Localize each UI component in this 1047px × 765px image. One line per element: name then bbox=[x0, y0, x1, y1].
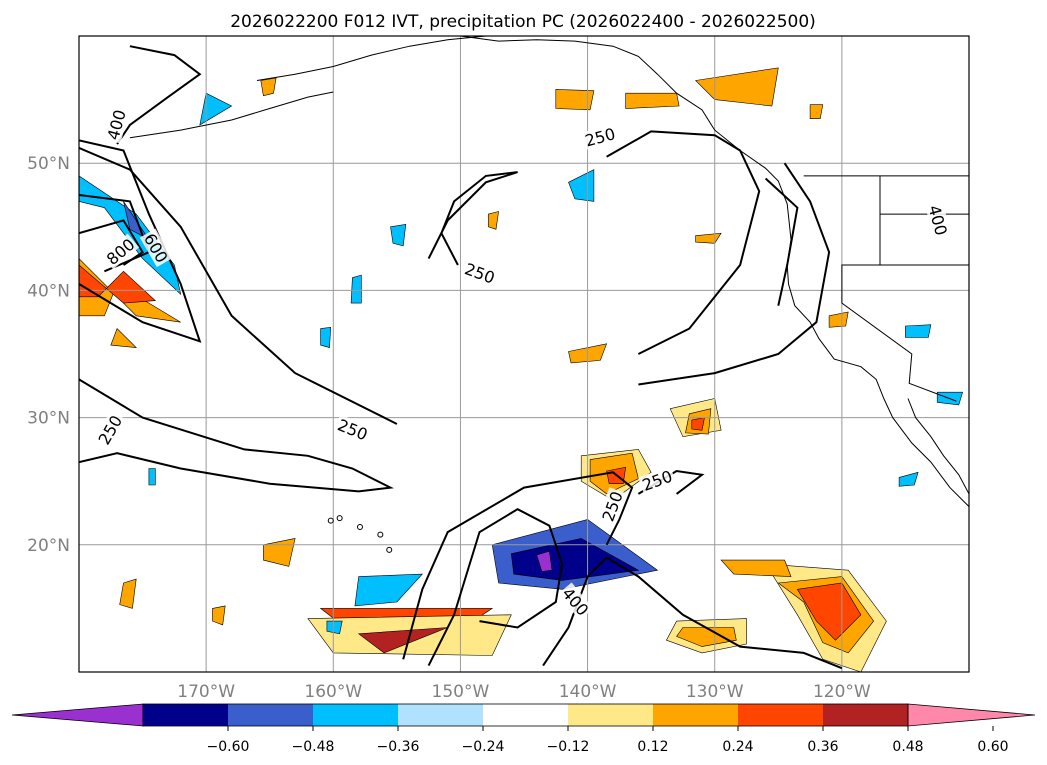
precip-region-1 bbox=[79, 264, 157, 304]
colorbar-extend-max bbox=[907, 703, 1036, 727]
y-tick-label-0: 20°N bbox=[27, 536, 70, 556]
x-tick-label-3: 140°W bbox=[559, 682, 617, 702]
y-axis-ticks: 20°N 30°N 40°N 50°N bbox=[27, 154, 70, 556]
precip-region-24 bbox=[625, 92, 680, 109]
colorbar-extend-min bbox=[11, 703, 144, 727]
ivt-contour-250-1 bbox=[79, 146, 398, 425]
ivt-contour-250-8 bbox=[638, 162, 831, 386]
precip-region-26 bbox=[555, 89, 595, 111]
colorbar-swatch-6 bbox=[568, 704, 653, 726]
precip-region-8 bbox=[354, 573, 424, 607]
coastline-3 bbox=[907, 398, 969, 495]
x-tick-label-1: 160°W bbox=[304, 682, 362, 702]
coastline-0 bbox=[256, 36, 486, 81]
chart-title: 2026022200 F012 IVT, precipitation PC (2… bbox=[230, 12, 816, 32]
island-4 bbox=[327, 517, 334, 524]
colorbar-swatch-7 bbox=[653, 704, 738, 726]
map-frame bbox=[78, 35, 970, 673]
precip-region-23 bbox=[720, 559, 792, 577]
colorbar-tick-label-4: −0.12 bbox=[547, 739, 590, 755]
precip-region-27 bbox=[260, 77, 277, 97]
colorbar-swatch-8 bbox=[738, 704, 823, 726]
colorbar-tick-label-0: −0.60 bbox=[207, 739, 250, 755]
ivt-contour-400-2 bbox=[79, 139, 202, 343]
precip-region-40 bbox=[212, 605, 226, 626]
precip-region-36 bbox=[148, 468, 156, 486]
colorbar-swatch-4 bbox=[398, 704, 483, 726]
precip-region-35 bbox=[898, 471, 919, 487]
colorbar-swatch-5 bbox=[483, 704, 568, 726]
coastline-1 bbox=[129, 91, 334, 139]
ivt-contour-250-7 bbox=[606, 130, 761, 355]
ivt-contour-800-5 bbox=[79, 219, 144, 266]
precip-region-25 bbox=[694, 67, 779, 107]
colorbar-outline bbox=[142, 703, 909, 727]
colorbar-swatch-2 bbox=[228, 704, 313, 726]
precip-region-28 bbox=[199, 92, 233, 126]
precip-region-39 bbox=[263, 538, 296, 567]
colorbar: −0.60 −0.48 −0.36 −0.24 −0.12 0.12 0.24 0.36 0.4… bbox=[11, 703, 1036, 755]
ivt-contour-250-6 bbox=[427, 171, 518, 266]
ivt-contour-layer bbox=[79, 45, 843, 670]
y-tick-label-1: 30°N bbox=[27, 409, 70, 429]
x-tick-label-0: 170°W bbox=[177, 682, 235, 702]
precip-region-11 bbox=[536, 550, 553, 572]
colorbar-swatch-9 bbox=[823, 704, 908, 726]
island-3 bbox=[336, 515, 343, 522]
ivt-contour-400-12 bbox=[427, 508, 564, 667]
colorbar-swatch-1 bbox=[143, 704, 228, 726]
precip-region-32 bbox=[350, 274, 362, 304]
precip-region-38 bbox=[119, 578, 137, 609]
colorbar-tick-label-5: 0.12 bbox=[637, 739, 668, 755]
precip-region-33 bbox=[905, 324, 932, 338]
island-0 bbox=[386, 546, 393, 553]
colorbar-tick-label-6: 0.24 bbox=[722, 739, 753, 755]
colorbar-tick-label-8: 0.48 bbox=[892, 739, 923, 755]
precip-region-7 bbox=[357, 627, 448, 654]
island-1 bbox=[377, 531, 384, 538]
ivt-contour-250-0 bbox=[79, 378, 394, 493]
ivt-contour-400-9 bbox=[764, 177, 799, 306]
precip-region-41 bbox=[488, 211, 499, 230]
precip-region-31 bbox=[320, 326, 332, 348]
colorbar-tick-label-1: −0.48 bbox=[292, 739, 335, 755]
precip-region-30 bbox=[390, 223, 407, 247]
y-tick-label-3: 50°N bbox=[27, 154, 70, 174]
colorbar-tick-label-9: 0.60 bbox=[977, 739, 1008, 755]
x-tick-label-5: 120°W bbox=[813, 682, 871, 702]
x-tick-label-2: 150°W bbox=[432, 682, 490, 702]
precip-region-20 bbox=[796, 582, 862, 641]
precip-region-43 bbox=[809, 104, 824, 119]
x-tick-label-4: 130°W bbox=[686, 682, 744, 702]
precip-region-2 bbox=[79, 175, 182, 296]
ivt-contour-250-11 bbox=[402, 471, 634, 660]
x-axis-ticks: 170°W 160°W 150°W 140°W 130°W 120°W bbox=[177, 682, 871, 702]
colorbar-tick-label-2: −0.36 bbox=[377, 739, 420, 755]
precip-region-4 bbox=[110, 328, 138, 348]
ivt-contour-250-10 bbox=[79, 500, 80, 502]
colorbar-tick-label-7: 0.36 bbox=[807, 739, 838, 755]
colorbar-swatch-3 bbox=[313, 704, 398, 726]
ivt-contour-400-3 bbox=[116, 45, 202, 145]
precip-region-37 bbox=[326, 620, 343, 635]
y-tick-label-2: 40°N bbox=[27, 281, 70, 301]
colorbar-tick-label-3: −0.24 bbox=[462, 739, 505, 755]
precip-region-17 bbox=[691, 417, 705, 431]
island-2 bbox=[356, 523, 363, 530]
precip-region-22 bbox=[676, 627, 737, 647]
